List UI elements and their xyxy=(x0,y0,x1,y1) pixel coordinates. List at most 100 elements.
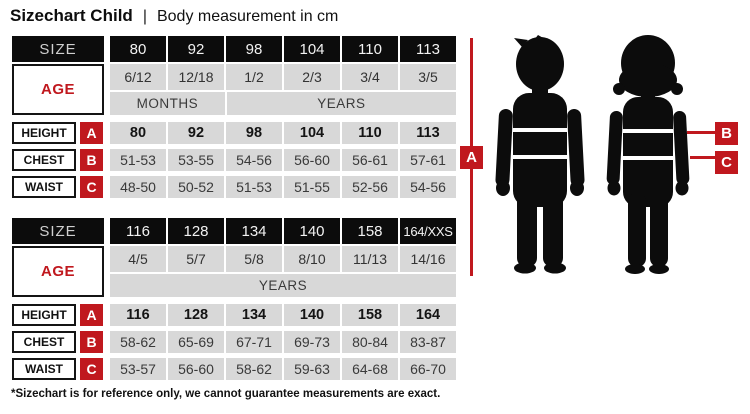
marker-b-badge: B xyxy=(715,122,738,145)
size-cell: 158 xyxy=(342,218,398,244)
age-cell: 3/5 xyxy=(400,64,456,90)
waist-cell: 58-62 xyxy=(226,358,282,380)
size-cell: 140 xyxy=(284,218,340,244)
size-cell: 164/XXS xyxy=(400,218,456,244)
chest-row: CHEST B 58-62 65-69 67-71 69-73 80-84 83… xyxy=(12,331,456,353)
height-cell: 128 xyxy=(168,304,224,326)
height-cell: 104 xyxy=(284,122,340,144)
age-unit-years: YEARS xyxy=(226,92,456,115)
age-block: AGE 4/5 5/7 5/8 8/10 11/13 14/16 YEARS xyxy=(12,246,456,297)
height-row: HEIGHT A 116 128 134 140 158 164 xyxy=(12,304,456,326)
waist-line xyxy=(623,156,673,160)
height-cell: 80 xyxy=(110,122,166,144)
age-unit-years: YEARS xyxy=(110,274,456,297)
title-main: Sizechart Child xyxy=(10,6,133,25)
age-cell: 1/2 xyxy=(226,64,282,90)
size-table-2: SIZE 116 128 134 140 158 164/XXS AGE 4/5… xyxy=(12,218,456,385)
marker-c-badge: C xyxy=(80,358,103,380)
age-row: 6/12 12/18 1/2 2/3 3/4 3/5 xyxy=(110,64,456,90)
waist-cell: 64-68 xyxy=(342,358,398,380)
girl-silhouette-icon xyxy=(606,35,690,274)
waist-cell: 52-56 xyxy=(342,176,398,198)
age-header: AGE xyxy=(12,64,104,115)
age-cell: 11/13 xyxy=(342,246,398,272)
age-values: 6/12 12/18 1/2 2/3 3/4 3/5 MONTHS YEARS xyxy=(110,64,456,115)
chest-header: CHEST xyxy=(12,149,76,171)
size-row: SIZE 116 128 134 140 158 164/XXS xyxy=(12,218,456,244)
chest-cell: 58-62 xyxy=(110,331,166,353)
waist-cell: 59-63 xyxy=(284,358,340,380)
height-row: HEIGHT A 80 92 98 104 110 113 xyxy=(12,122,456,144)
marker-a-badge: A xyxy=(80,122,103,144)
chest-cell: 57-61 xyxy=(400,149,456,171)
waist-row: WAIST C 48-50 50-52 51-53 51-55 52-56 54… xyxy=(12,176,456,198)
waist-cell: 66-70 xyxy=(400,358,456,380)
waist-measure-line xyxy=(690,156,715,159)
size-cell: 128 xyxy=(168,218,224,244)
waist-cell: 51-53 xyxy=(226,176,282,198)
waist-header: WAIST xyxy=(12,358,76,380)
marker-b-badge: B xyxy=(80,331,103,353)
size-row: SIZE 80 92 98 104 110 113 xyxy=(12,36,456,62)
chest-cell: 56-60 xyxy=(284,149,340,171)
footnote: *Sizechart is for reference only, we can… xyxy=(11,388,441,400)
title-separator: | xyxy=(142,8,147,25)
size-cell: 92 xyxy=(168,36,224,62)
chest-cell: 67-71 xyxy=(226,331,282,353)
chest-line xyxy=(513,128,567,132)
waist-header: WAIST xyxy=(12,176,76,198)
waist-cell: 54-56 xyxy=(400,176,456,198)
waist-line xyxy=(513,155,567,159)
age-units-row: MONTHS YEARS xyxy=(110,92,456,115)
boy-silhouette-icon xyxy=(495,35,585,274)
age-units-row: YEARS xyxy=(110,274,456,297)
chest-cell: 51-53 xyxy=(110,149,166,171)
chest-cell: 54-56 xyxy=(226,149,282,171)
size-header: SIZE xyxy=(12,218,104,244)
marker-c-badge: C xyxy=(80,176,103,198)
height-cell: 116 xyxy=(110,304,166,326)
size-cell: 80 xyxy=(110,36,166,62)
chest-cell: 65-69 xyxy=(168,331,224,353)
height-cell: 164 xyxy=(400,304,456,326)
size-cell: 116 xyxy=(110,218,166,244)
age-cell: 5/8 xyxy=(226,246,282,272)
size-cell: 113 xyxy=(400,36,456,62)
age-cell: 14/16 xyxy=(400,246,456,272)
chest-cell: 80-84 xyxy=(342,331,398,353)
height-header: HEIGHT xyxy=(12,122,76,144)
height-cell: 113 xyxy=(400,122,456,144)
age-cell: 5/7 xyxy=(168,246,224,272)
chest-header: CHEST xyxy=(12,331,76,353)
age-block: AGE 6/12 12/18 1/2 2/3 3/4 3/5 MONTHS YE… xyxy=(12,64,456,115)
chest-row: CHEST B 51-53 53-55 54-56 56-60 56-61 57… xyxy=(12,149,456,171)
age-cell: 12/18 xyxy=(168,64,224,90)
age-unit-months: MONTHS xyxy=(110,92,225,115)
waist-cell: 53-57 xyxy=(110,358,166,380)
age-cell: 8/10 xyxy=(284,246,340,272)
age-cell: 6/12 xyxy=(110,64,166,90)
age-cell: 4/5 xyxy=(110,246,166,272)
waist-cell: 51-55 xyxy=(284,176,340,198)
waist-cell: 48-50 xyxy=(110,176,166,198)
age-row: 4/5 5/7 5/8 8/10 11/13 14/16 xyxy=(110,246,456,272)
marker-a-badge: A xyxy=(460,146,483,169)
waist-cell: 50-52 xyxy=(168,176,224,198)
height-header: HEIGHT xyxy=(12,304,76,326)
waist-cell: 56-60 xyxy=(168,358,224,380)
chest-cell: 83-87 xyxy=(400,331,456,353)
height-cell: 92 xyxy=(168,122,224,144)
height-cell: 98 xyxy=(226,122,282,144)
height-cell: 134 xyxy=(226,304,282,326)
marker-b-badge: B xyxy=(80,149,103,171)
waist-row: WAIST C 53-57 56-60 58-62 59-63 64-68 66… xyxy=(12,358,456,380)
size-cell: 98 xyxy=(226,36,282,62)
height-cell: 140 xyxy=(284,304,340,326)
title-subtitle: Body measurement in cm xyxy=(156,8,339,25)
chest-measure-line xyxy=(687,131,715,134)
age-cell: 2/3 xyxy=(284,64,340,90)
age-header: AGE xyxy=(12,246,104,297)
marker-c-badge: C xyxy=(715,151,738,174)
chest-line xyxy=(623,129,673,133)
